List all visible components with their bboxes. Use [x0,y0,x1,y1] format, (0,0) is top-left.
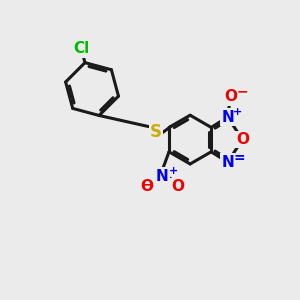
Text: O: O [140,179,154,194]
Text: N: N [221,110,234,124]
Text: =: = [233,151,245,165]
Text: O: O [236,132,249,147]
Text: +: + [168,166,178,176]
Text: O: O [171,179,184,194]
Text: O: O [224,89,237,104]
Text: Cl: Cl [73,41,89,56]
Text: −: − [236,84,248,98]
Text: +: + [233,107,242,117]
Text: S: S [150,123,162,141]
Text: −: − [141,177,153,191]
Text: N: N [221,155,234,170]
Text: N: N [156,169,169,184]
